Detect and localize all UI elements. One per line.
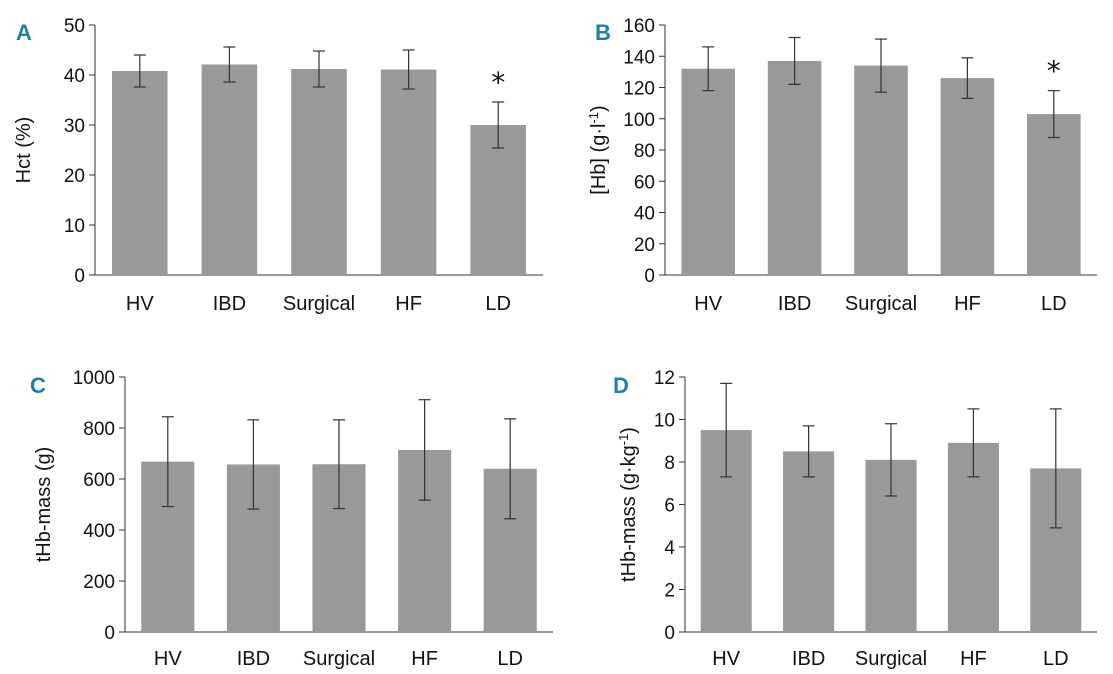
y-tick-label: 60 xyxy=(634,172,655,193)
y-axis-title-end: ) xyxy=(618,427,640,434)
y-tick-label: 20 xyxy=(64,166,85,187)
bar-hv xyxy=(681,68,735,275)
category-label: HF xyxy=(960,648,987,670)
panel-a: A 0 10 20 30 40 50 Hct (%) HV IBD Surgical HF LD * xyxy=(13,16,543,315)
panel-letter: B xyxy=(595,20,611,45)
category-label: HF xyxy=(411,648,438,670)
y-axis-title: [Hb] (g·l-1) xyxy=(586,105,611,194)
category-label: Surgical xyxy=(283,293,355,315)
bar-ibd xyxy=(783,451,835,632)
category-label: LD xyxy=(1041,293,1067,315)
y-axis-title-end: ) xyxy=(588,105,610,112)
panel-c: C 0 200 400 600 800 1000 tHb-mass (g) HV IBD Surgi… xyxy=(30,368,553,670)
y-tick-label: 1000 xyxy=(73,368,115,389)
y-tick-label: 40 xyxy=(634,204,655,225)
panel-b: B 0 20 40 60 80 100 120 140 160 [Hb] (g·l-1) HV IBD S… xyxy=(586,16,1097,315)
y-tick-label: 400 xyxy=(83,521,115,542)
y-tick-label: 160 xyxy=(623,16,655,37)
category-label: LD xyxy=(1043,648,1069,670)
category-label: Surgical xyxy=(845,293,917,315)
y-tick-label: 80 xyxy=(634,141,655,162)
y-tick-label: 10 xyxy=(64,216,85,237)
y-axis-title: tHb-mass (g·kg-1) xyxy=(616,427,641,582)
panel-d: D 0 2 4 6 8 10 12 tHb-mass (g·kg-1) HV IBD Surgical… xyxy=(613,368,1097,670)
category-label: HF xyxy=(395,293,422,315)
category-label: HV xyxy=(712,648,740,670)
y-tick-label: 50 xyxy=(64,16,85,37)
bar-surgical xyxy=(854,65,908,275)
bar-hf xyxy=(940,78,995,275)
y-tick-label: 0 xyxy=(644,266,655,287)
y-axis-title-superscript: -1 xyxy=(616,434,631,446)
y-axis-title-superscript: -1 xyxy=(586,112,601,124)
bar-hf xyxy=(380,69,437,275)
y-tick-label: 40 xyxy=(64,66,85,87)
bar-ibd xyxy=(201,64,258,275)
y-tick-label: 8 xyxy=(664,453,675,474)
y-tick-label: 600 xyxy=(83,470,115,491)
y-tick-label: 20 xyxy=(634,235,655,256)
y-axis-title: Hct (%) xyxy=(13,117,35,184)
y-tick-label: 4 xyxy=(664,538,675,559)
y-tick-label: 100 xyxy=(623,110,655,131)
y-tick-label: 2 xyxy=(664,581,675,602)
y-tick-label: 12 xyxy=(654,368,675,389)
y-axis-title-main: [Hb] (g·l xyxy=(588,124,610,195)
category-label: IBD xyxy=(213,293,246,315)
y-tick-label: 0 xyxy=(74,266,85,287)
category-label: IBD xyxy=(792,648,825,670)
bar-ld xyxy=(1027,114,1081,275)
category-label: HV xyxy=(154,648,182,670)
category-label: IBD xyxy=(237,648,270,670)
category-label: HF xyxy=(954,293,981,315)
y-tick-label: 800 xyxy=(83,419,115,440)
y-axis-title-main: tHb-mass (g) xyxy=(33,447,55,563)
bar-surgical xyxy=(291,69,347,275)
category-label: LD xyxy=(497,648,523,670)
bar-ld xyxy=(470,125,526,275)
y-tick-label: 6 xyxy=(664,496,675,517)
y-tick-label: 0 xyxy=(104,623,115,644)
panel-letter: D xyxy=(613,373,629,398)
bar-hv xyxy=(112,71,168,275)
bar-ibd xyxy=(767,60,822,275)
category-label: LD xyxy=(485,293,511,315)
panel-letter: A xyxy=(16,20,32,45)
category-label: Surgical xyxy=(303,648,375,670)
significance-asterisk: * xyxy=(1047,55,1061,88)
y-tick-label: 140 xyxy=(623,47,655,68)
y-axis-title: tHb-mass (g) xyxy=(33,447,55,563)
category-label: HV xyxy=(694,293,722,315)
y-tick-label: 30 xyxy=(64,116,85,137)
category-label: Surgical xyxy=(855,648,927,670)
y-axis-title-main: Hct (%) xyxy=(13,117,35,184)
category-label: IBD xyxy=(778,293,811,315)
y-tick-label: 10 xyxy=(654,411,675,432)
y-axis-title-main: tHb-mass (g·kg xyxy=(618,445,640,582)
significance-asterisk: * xyxy=(491,66,505,99)
y-tick-label: 120 xyxy=(623,79,655,100)
category-label: HV xyxy=(126,293,154,315)
y-tick-label: 0 xyxy=(664,623,675,644)
panel-letter: C xyxy=(30,373,46,398)
y-tick-label: 200 xyxy=(83,572,115,593)
